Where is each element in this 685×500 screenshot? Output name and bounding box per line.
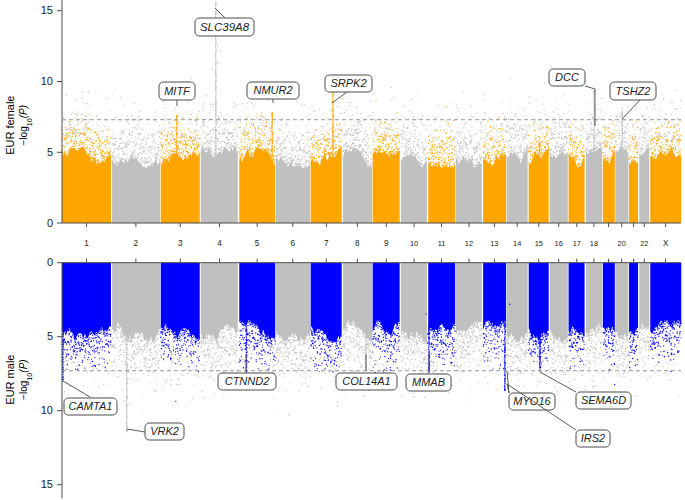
svg-text:MMAB: MMAB (412, 376, 445, 388)
svg-text:1: 1 (84, 239, 89, 248)
svg-text:CTNND2: CTNND2 (225, 375, 270, 387)
svg-text:2: 2 (134, 239, 139, 248)
svg-text:6: 6 (291, 239, 296, 248)
svg-text:CAMTA1: CAMTA1 (69, 400, 113, 412)
svg-text:0: 0 (47, 256, 53, 268)
svg-text:COL14A1: COL14A1 (342, 375, 390, 387)
svg-text:10: 10 (410, 239, 418, 248)
svg-text:MITF: MITF (164, 85, 191, 97)
svg-text:15: 15 (41, 4, 53, 16)
svg-text:22: 22 (640, 239, 648, 248)
svg-text:5: 5 (47, 330, 53, 342)
svg-text:DCC: DCC (555, 71, 579, 83)
svg-text:17: 17 (573, 239, 581, 248)
svg-text:20: 20 (618, 239, 626, 248)
svg-text:5: 5 (47, 146, 53, 158)
svg-text:8: 8 (355, 239, 360, 248)
svg-text:SLC39A8: SLC39A8 (200, 21, 250, 33)
svg-text:VRK2: VRK2 (150, 425, 179, 437)
svg-text:15: 15 (41, 478, 53, 490)
svg-text:12: 12 (465, 239, 473, 248)
svg-text:13: 13 (490, 239, 498, 248)
svg-text:IRS2: IRS2 (581, 432, 605, 444)
svg-text:5: 5 (255, 239, 260, 248)
svg-text:EUR female: EUR female (4, 96, 16, 155)
svg-text:9: 9 (384, 239, 389, 248)
svg-text:X: X (663, 239, 669, 248)
svg-text:18: 18 (590, 239, 598, 248)
svg-text:10: 10 (41, 404, 53, 416)
svg-text:3: 3 (178, 239, 183, 248)
svg-text:11: 11 (438, 239, 446, 248)
svg-text:0: 0 (47, 217, 53, 229)
svg-text:SRPK2: SRPK2 (330, 77, 366, 89)
svg-text:SEMA6D: SEMA6D (581, 394, 626, 406)
svg-text:10: 10 (41, 75, 53, 87)
svg-text:14: 14 (513, 239, 521, 248)
svg-text:EUR male: EUR male (4, 355, 16, 405)
svg-text:NMUR2: NMUR2 (253, 84, 292, 96)
svg-text:7: 7 (324, 239, 329, 248)
svg-text:4: 4 (217, 239, 222, 248)
svg-text:TSHZ2: TSHZ2 (616, 85, 651, 97)
svg-text:15: 15 (535, 239, 543, 248)
svg-text:16: 16 (555, 239, 563, 248)
